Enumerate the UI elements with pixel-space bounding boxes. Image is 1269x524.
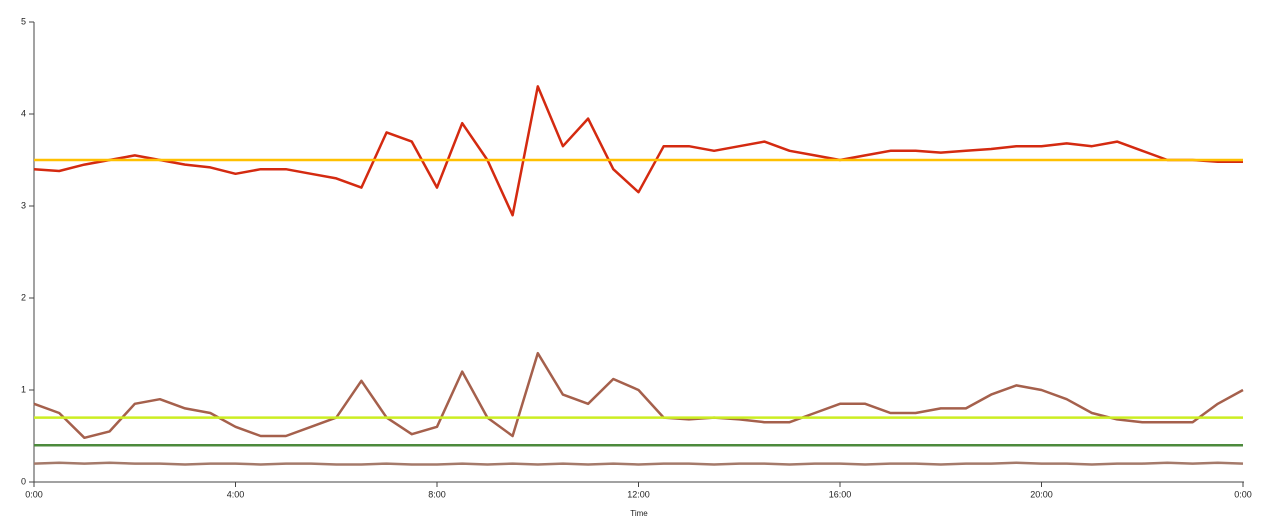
series-line xyxy=(33,351,1244,440)
x-tick-label: 4:00 xyxy=(227,489,245,499)
x-tick-label: 12:00 xyxy=(627,489,650,499)
x-axis-label: Time xyxy=(630,509,648,518)
y-tick-label: 5 xyxy=(21,16,26,26)
y-tick-label: 0 xyxy=(21,476,26,486)
y-tick-label: 3 xyxy=(21,200,26,210)
x-tick-label: 0:00 xyxy=(1234,489,1252,499)
x-tick-label: 16:00 xyxy=(829,489,852,499)
series-line xyxy=(33,85,1243,217)
y-tick-label: 1 xyxy=(21,384,26,394)
y-tick-label: 4 xyxy=(21,108,26,118)
x-tick-label: 8:00 xyxy=(428,489,446,499)
y-tick-label: 2 xyxy=(21,292,26,302)
series-line xyxy=(33,461,1244,466)
x-tick-label: 20:00 xyxy=(1030,489,1053,499)
x-tick-label: 0:00 xyxy=(25,489,43,499)
